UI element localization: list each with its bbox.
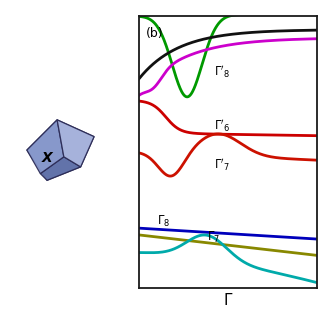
Text: (b): (b) xyxy=(146,27,164,40)
Polygon shape xyxy=(57,120,94,167)
Text: $\Gamma'_6$: $\Gamma'_6$ xyxy=(214,118,230,134)
Polygon shape xyxy=(27,120,94,180)
Text: $\Gamma'_8$: $\Gamma'_8$ xyxy=(214,63,230,80)
Text: $\Gamma_7$: $\Gamma_7$ xyxy=(207,230,220,245)
Polygon shape xyxy=(40,157,81,180)
Text: $\Gamma'_7$: $\Gamma'_7$ xyxy=(214,156,230,172)
Text: X: X xyxy=(42,151,52,165)
Text: $\Gamma_8$: $\Gamma_8$ xyxy=(157,214,170,229)
X-axis label: $\Gamma$: $\Gamma$ xyxy=(223,292,233,308)
Polygon shape xyxy=(27,120,64,173)
